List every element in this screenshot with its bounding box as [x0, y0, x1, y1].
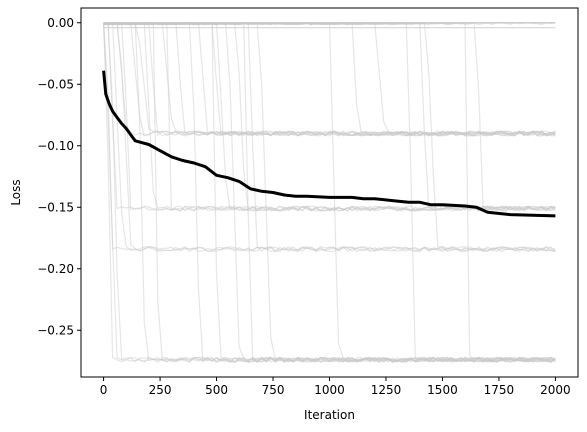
- run-line: [103, 22, 556, 363]
- x-tick-label: 1000: [314, 383, 345, 397]
- run-line: [103, 22, 556, 137]
- run-line: [103, 21, 556, 363]
- run-line: [103, 22, 556, 26]
- x-tick-label: 0: [100, 383, 108, 397]
- y-tick-label: 0.00: [47, 16, 74, 30]
- run-line: [103, 22, 556, 137]
- run-line: [103, 22, 556, 253]
- run-line: [103, 22, 556, 364]
- run-line: [103, 22, 556, 253]
- x-axis-label: Iteration: [304, 408, 355, 422]
- run-line: [103, 22, 556, 211]
- run-line: [103, 22, 556, 137]
- mean-loss-line: [102, 70, 556, 218]
- x-tick-label: 1250: [371, 383, 402, 397]
- run-line: [103, 22, 556, 137]
- run-line: [103, 22, 556, 363]
- run-line: [103, 22, 556, 363]
- y-tick-label: −0.15: [37, 200, 74, 214]
- run-line: [103, 22, 556, 253]
- run-line: [103, 22, 556, 137]
- run-line: [103, 22, 556, 137]
- y-tick-label: −0.25: [37, 323, 74, 337]
- run-line: [103, 21, 556, 137]
- y-axis-label: Loss: [9, 179, 23, 205]
- y-axis-ticks: 0.00 −0.05 −0.10 −0.15 −0.20 −0.25: [37, 16, 81, 337]
- run-line: [103, 22, 556, 137]
- run-line: [103, 22, 556, 363]
- run-line: [103, 22, 556, 363]
- x-tick-label: 500: [205, 383, 228, 397]
- run-line: [103, 22, 556, 363]
- x-tick-label: 750: [262, 383, 285, 397]
- run-line: [103, 23, 556, 363]
- run-line: [103, 22, 556, 137]
- run-line: [103, 21, 556, 363]
- run-line: [103, 22, 556, 252]
- run-line: [103, 22, 556, 363]
- mean-line-layer: [102, 70, 556, 218]
- y-tick-label: −0.05: [37, 77, 74, 91]
- x-tick-label: 250: [149, 383, 172, 397]
- x-tick-label: 2000: [540, 383, 571, 397]
- run-line: [103, 22, 556, 253]
- run-line: [103, 22, 556, 137]
- run-line: [103, 22, 556, 363]
- y-tick-label: −0.20: [37, 262, 74, 276]
- x-tick-label: 1750: [484, 383, 515, 397]
- run-lines: [103, 21, 556, 364]
- x-tick-label: 1500: [427, 383, 458, 397]
- x-axis-ticks: 0 250 500 750 1000 1250 1500 1750 2000: [100, 377, 571, 397]
- run-line: [103, 22, 556, 212]
- y-tick-label: −0.10: [37, 139, 74, 153]
- run-line: [103, 24, 556, 364]
